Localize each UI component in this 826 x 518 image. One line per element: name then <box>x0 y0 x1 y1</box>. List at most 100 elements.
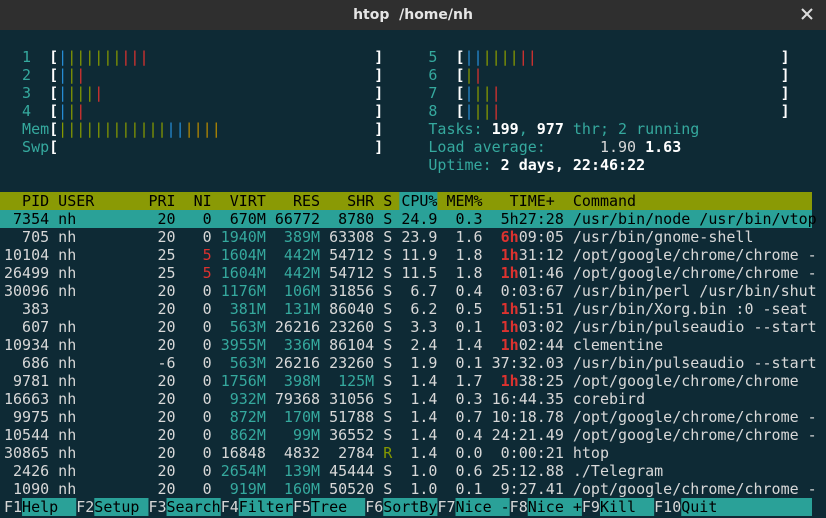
process-cell: 607 <box>22 318 49 336</box>
process-cell: 862M <box>230 426 266 444</box>
process-cell: 4832 <box>284 444 320 462</box>
column-header: RES <box>293 192 320 210</box>
meter-segment: | <box>58 102 67 120</box>
process-cell: 0.3 <box>455 390 482 408</box>
process-cell: 872M <box>230 408 266 426</box>
function-label[interactable]: Setup <box>94 498 139 516</box>
function-label[interactable]: Search <box>167 498 221 516</box>
meter-segment: | <box>474 66 483 84</box>
process-cell: 0.7 <box>455 408 482 426</box>
process-cell: 25 <box>158 264 176 282</box>
function-label[interactable]: Filter <box>239 498 293 516</box>
meter-segment: | <box>76 66 85 84</box>
function-label-background <box>166 498 221 516</box>
close-button[interactable] <box>801 8 813 20</box>
meter-bracket: [ <box>49 48 58 66</box>
function-label[interactable]: Kill <box>600 498 636 516</box>
process-cell: 5 <box>203 246 212 264</box>
process-cell: 10934 <box>4 336 49 354</box>
process-cell: 2426 <box>13 462 49 480</box>
function-label[interactable]: Nice + <box>528 498 582 516</box>
meter-segment: |||| <box>483 48 519 66</box>
process-cell: 389M <box>284 228 320 246</box>
process-cell: 10104 <box>4 246 49 264</box>
process-cell: 5 <box>203 264 212 282</box>
column-header: NI <box>194 192 212 210</box>
function-key: F1 <box>4 498 22 516</box>
function-label-background <box>681 498 812 516</box>
process-cell: 37:32.03 <box>492 354 564 372</box>
process-cell: 10544 <box>4 426 49 444</box>
meter-bracket: ] <box>374 84 383 102</box>
function-key: F10 <box>654 498 681 516</box>
process-cell: /usr/bin/pulseaudio --start <box>573 318 817 336</box>
function-key: F4 <box>221 498 239 516</box>
process-cell: 1.4 <box>410 372 437 390</box>
process-cell: 131M <box>284 300 320 318</box>
meter-bracket: [ <box>49 102 58 120</box>
meter-bracket: ] <box>781 48 790 66</box>
meter-label: Swp <box>22 138 49 156</box>
process-cell: 20 <box>158 210 176 228</box>
meter-label: 5 <box>428 48 437 66</box>
process-cell: 99M <box>293 426 320 444</box>
meter-bracket: ] <box>374 138 383 156</box>
process-cell: 563M <box>230 354 266 372</box>
process-cell: 0 <box>203 372 212 390</box>
function-label[interactable]: Help <box>22 498 58 516</box>
meter-bracket: ] <box>374 66 383 84</box>
function-key: F8 <box>510 498 528 516</box>
process-cell: nh <box>58 282 76 300</box>
function-label-background <box>527 498 582 516</box>
process-cell: S <box>383 336 392 354</box>
process-cell: 23260 <box>329 354 374 372</box>
meter-segment: | <box>465 102 474 120</box>
meter-bar: ||| <box>58 102 85 120</box>
process-cell: 0 <box>203 390 212 408</box>
process-cell: nh <box>58 444 76 462</box>
process-cell: 0:03:67 <box>501 282 564 300</box>
function-label[interactable]: Tree <box>311 498 347 516</box>
process-cell: 0 <box>203 480 212 498</box>
process-cell: 160M <box>284 480 320 498</box>
process-cell: 1.0 <box>410 480 437 498</box>
process-cell: 86104 <box>329 336 374 354</box>
process-cell: 0.1 <box>455 354 482 372</box>
process-cell: 63308 <box>329 228 374 246</box>
meter-segment: | <box>58 66 67 84</box>
process-cell: corebird <box>573 390 645 408</box>
process-cell: 170M <box>284 408 320 426</box>
meter-bar: |||||||||||||||||| <box>58 120 221 138</box>
meter-bar: |||| <box>465 84 501 102</box>
meter-label: 2 <box>22 66 31 84</box>
meter-segment: || <box>167 120 185 138</box>
meter-segment: | <box>76 102 85 120</box>
meter-segment: | <box>465 84 474 102</box>
process-cell: nh <box>58 390 76 408</box>
process-cell: /usr/bin/node /usr/bin/vtop <box>573 210 817 228</box>
function-label-background <box>311 498 366 516</box>
process-cell: 0.5 <box>455 300 482 318</box>
process-cell: 0.4 <box>455 426 482 444</box>
process-cell: nh <box>58 372 76 390</box>
process-cell: S <box>383 210 392 228</box>
process-cell: 670M <box>230 210 266 228</box>
meter-label: 3 <box>22 84 31 102</box>
function-label[interactable]: SortBy <box>383 498 437 516</box>
meter-segment: ||| <box>67 84 94 102</box>
process-cell: 1.8 <box>455 264 482 282</box>
process-cell: 24.9 <box>401 210 437 228</box>
content: 1[||||||||||]2[|||]3[|||||]4[|||]Mem[|||… <box>0 48 817 516</box>
process-cell: 27:28 <box>519 210 564 228</box>
process-cell: 0.1 <box>455 318 482 336</box>
function-label[interactable]: Nice - <box>456 498 510 516</box>
selected-row <box>0 210 812 228</box>
process-cell: 16:44.35 <box>492 390 564 408</box>
meter-bracket: ] <box>781 66 790 84</box>
meter-bar: |||||||||| <box>58 48 148 66</box>
function-label[interactable]: Quit <box>681 498 717 516</box>
process-cell: 1.4 <box>410 444 437 462</box>
process-cell: 31:12 <box>519 246 564 264</box>
column-header: SHR <box>347 192 375 210</box>
process-cell: 1090 <box>13 480 49 498</box>
